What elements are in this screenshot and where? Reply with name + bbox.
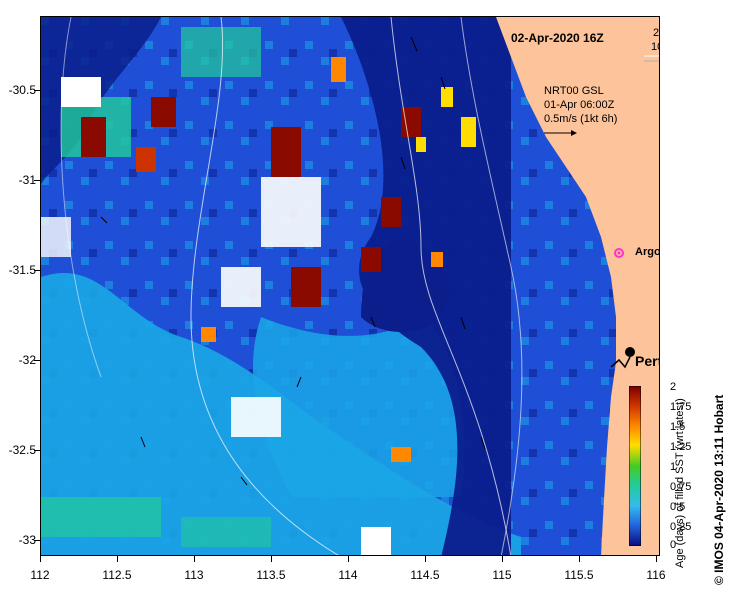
x-tick-label: 115	[492, 568, 512, 582]
perth-label: Perth	[635, 353, 659, 369]
y-tick-label: -32	[18, 353, 36, 367]
colorbar-tick: 1.5	[670, 421, 686, 433]
depth-legend-1000: 1000m	[651, 41, 659, 53]
current-vectors	[100, 36, 486, 486]
land-mass	[496, 17, 659, 555]
colorbar-tick: 1.75	[670, 401, 692, 413]
y-tick-label: -31	[18, 173, 36, 187]
x-tick-label: 115.5	[564, 568, 594, 582]
colorbar-title: Age (days) of filled SST (wrt latest)	[674, 398, 686, 568]
x-tick-label: 114	[338, 568, 358, 582]
x-tick-label: 112	[30, 568, 50, 582]
credit-label: © IMOS 04-Apr-2020 13:11 Hobart	[712, 394, 726, 585]
colorbar-tick: 0.75	[670, 481, 692, 493]
y-tick-label: -31.5	[8, 263, 36, 277]
argo-label: Argo	[635, 246, 660, 258]
perth-marker	[625, 347, 635, 357]
colorbar-tick: 1	[670, 461, 677, 473]
current-label-2: 01-Apr 06:00Z	[544, 99, 615, 111]
x-tick-label: 113	[184, 568, 204, 582]
argo-marker	[614, 248, 624, 258]
x-tick-label: 112.5	[102, 568, 132, 582]
colorbar-tick: 0	[670, 539, 677, 551]
y-tick-label: -30.5	[8, 83, 36, 97]
current-label-1: NRT00 GSL	[544, 85, 604, 97]
colorbar-tick: 0.25	[670, 521, 692, 533]
colorbar	[629, 386, 641, 546]
depth-legend-200: 200m	[653, 27, 660, 39]
current-label-3: 0.5m/s (1kt 6h)	[544, 113, 618, 125]
sst-age-map	[41, 17, 659, 555]
colorbar-tick: 1.25	[670, 441, 692, 453]
x-tick-label: 116	[646, 568, 666, 582]
y-tick-label: -32.5	[8, 443, 36, 457]
x-tick-label: 113.5	[256, 568, 286, 582]
x-tick-label: 114.5	[410, 568, 440, 582]
map-title: 02-Apr-2020 16Z	[511, 31, 604, 45]
colorbar-tick: 2	[670, 381, 677, 393]
y-tick-label: -33	[18, 533, 36, 547]
map-panel: 02-Apr-2020 16Z 200m 1000m NRT00 GSL 01-…	[40, 16, 660, 556]
colorbar-tick: 0.5	[670, 501, 686, 513]
